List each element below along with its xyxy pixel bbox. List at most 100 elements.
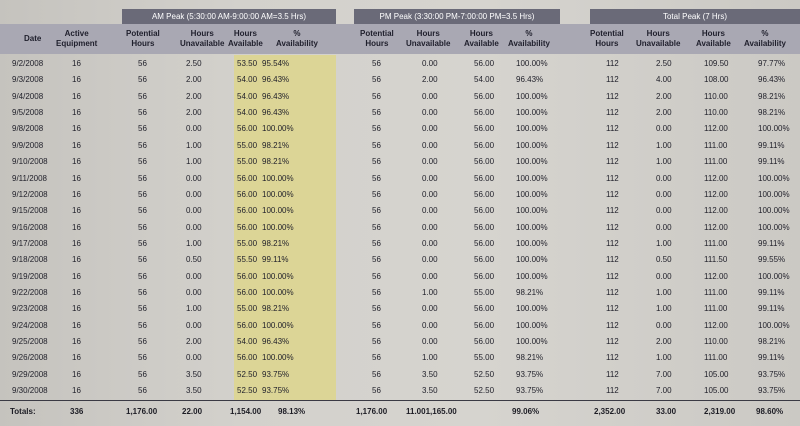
row-am-potential: 56 [138, 59, 147, 68]
row-date: 9/24/2008 [12, 320, 48, 330]
row-pm-pct: 100.00% [516, 271, 548, 281]
row-pm-unavailable: 0.00 [422, 173, 438, 183]
row-date: 9/16/2008 [12, 222, 48, 232]
row-pm-pct: 93.75% [516, 369, 544, 379]
row-am-unavailable: 0.00 [186, 124, 202, 134]
row-am-unavailable: 0.00 [186, 320, 202, 330]
row-tot-potential: 112 [606, 59, 619, 68]
row-am-available: 54.00 [237, 337, 258, 346]
row-am-unavailable: 3.50 [186, 369, 202, 379]
row-am-pct: 99.11% [262, 255, 289, 265]
row-am-unavailable: 1.00 [186, 238, 202, 248]
row-pm-pct: 100.00% [516, 124, 548, 134]
row-tot-available: 112.00 [704, 222, 728, 232]
row-am-unavailable: 2.50 [186, 59, 202, 68]
row-tot-potential: 112 [606, 304, 619, 314]
row-tot-available: 111.00 [704, 140, 728, 150]
row-pm-pct: 100.00% [516, 304, 548, 314]
row-am-potential: 56 [138, 75, 147, 85]
col-pm-pct: % Availability [508, 29, 550, 48]
row-date: 9/26/2008 [12, 353, 48, 363]
row-pm-available: 54.00 [474, 75, 495, 85]
row-am-pct: 96.43% [262, 91, 290, 101]
row-pm-potential: 56 [372, 189, 381, 199]
row-pm-unavailable: 0.00 [422, 222, 438, 232]
totals-am-pct: 98.13% [278, 407, 306, 416]
col-pm-potential: Potential Hours [360, 29, 394, 48]
totals-am-potential: 1,176.00 [126, 407, 158, 416]
row-am-potential: 56 [138, 189, 147, 199]
row-pm-unavailable: 0.00 [422, 189, 438, 199]
row-pm-potential: 56 [372, 59, 381, 68]
row-pm-potential: 56 [372, 353, 381, 363]
col-tot-potential: Potential Hours [590, 29, 624, 48]
row-active-equipment: 16 [72, 369, 81, 379]
row-tot-potential: 112 [606, 124, 619, 134]
row-am-pct: 98.21% [262, 140, 290, 150]
row-tot-pct: 100.00% [758, 271, 790, 281]
totals-label: Totals: [10, 407, 36, 416]
row-am-pct: 100.00% [262, 353, 294, 363]
col-date: Date [24, 34, 42, 43]
row-am-pct: 100.00% [262, 287, 294, 297]
column-header-band [0, 24, 800, 54]
row-tot-potential: 112 [606, 173, 619, 183]
row-am-potential: 56 [138, 157, 147, 167]
col-tot-available: Hours Available [696, 29, 731, 48]
row-tot-pct: 100.00% [758, 222, 790, 232]
row-tot-pct: 93.75% [758, 386, 786, 395]
row-pm-pct: 100.00% [516, 320, 548, 330]
totals-am-unavailable: 22.00 [182, 407, 203, 416]
row-tot-unavailable: 0.00 [656, 206, 672, 216]
row-tot-potential: 112 [606, 206, 619, 216]
row-tot-unavailable: 2.00 [656, 91, 672, 101]
row-tot-potential: 112 [606, 238, 619, 248]
row-tot-available: 111.50 [704, 255, 728, 265]
totals-equipment: 336 [70, 407, 84, 416]
row-am-potential: 56 [138, 337, 147, 346]
row-pm-unavailable: 3.50 [422, 386, 438, 395]
col-tot-unavailable: Hours Unavailable [636, 29, 681, 48]
row-pm-pct: 100.00% [516, 189, 548, 199]
row-pm-unavailable: 0.00 [422, 59, 438, 68]
row-active-equipment: 16 [72, 222, 81, 232]
row-am-unavailable: 1.00 [186, 140, 202, 150]
row-tot-unavailable: 1.00 [656, 238, 672, 248]
pm-peak-header: PM Peak (3:30:00 PM-7:00:00 PM=3.5 Hrs) [354, 9, 560, 24]
am-available-highlight [234, 55, 336, 401]
row-active-equipment: 16 [72, 320, 81, 330]
row-am-available: 56.00 [237, 320, 258, 330]
row-active-equipment: 16 [72, 386, 81, 395]
row-pm-pct: 96.43% [516, 75, 544, 85]
row-am-unavailable: 2.00 [186, 75, 202, 85]
row-active-equipment: 16 [72, 173, 81, 183]
row-pm-pct: 100.00% [516, 206, 548, 216]
row-tot-potential: 112 [606, 75, 619, 85]
row-am-pct: 98.21% [262, 238, 290, 248]
row-am-unavailable: 2.00 [186, 91, 202, 101]
row-am-pct: 93.75% [262, 369, 290, 379]
row-pm-unavailable: 0.00 [422, 238, 438, 248]
row-date: 9/9/2008 [12, 140, 44, 150]
row-tot-unavailable: 0.00 [656, 320, 672, 330]
row-am-available: 52.50 [237, 369, 258, 379]
row-pm-pct: 100.00% [516, 91, 548, 101]
row-active-equipment: 16 [72, 91, 81, 101]
row-tot-available: 112.00 [704, 173, 728, 183]
row-tot-potential: 112 [606, 108, 619, 118]
totals-divider [0, 400, 800, 401]
totals-pm-pct: 99.06% [512, 407, 540, 416]
row-tot-pct: 99.11% [758, 238, 785, 248]
row-tot-available: 111.00 [704, 157, 728, 167]
row-tot-unavailable: 0.00 [656, 189, 672, 199]
row-tot-potential: 112 [606, 287, 619, 297]
row-pm-pct: 100.00% [516, 255, 548, 265]
row-date: 9/19/2008 [12, 271, 48, 281]
row-active-equipment: 16 [72, 337, 81, 346]
row-am-pct: 96.43% [262, 337, 290, 346]
row-pm-available: 55.00 [474, 287, 495, 297]
row-am-available: 56.00 [237, 287, 258, 297]
row-pm-unavailable: 1.00 [422, 353, 438, 363]
row-tot-unavailable: 1.00 [656, 304, 672, 314]
row-am-potential: 56 [138, 206, 147, 216]
